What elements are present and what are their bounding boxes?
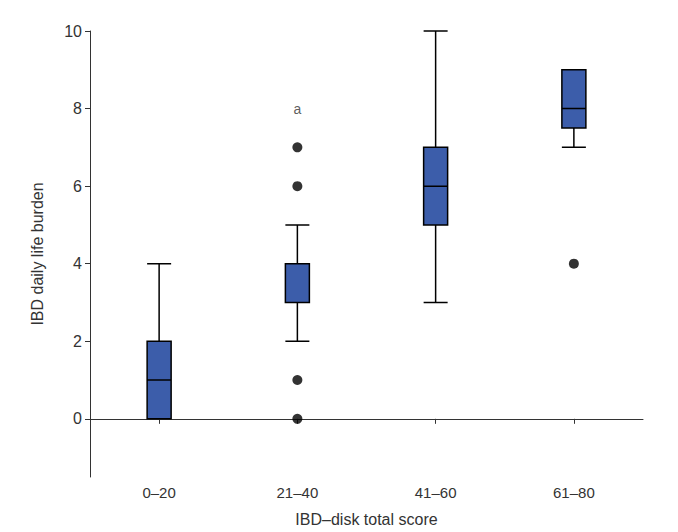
svg-text:21–40: 21–40 [277,484,319,501]
svg-text:10: 10 [64,23,82,40]
svg-text:61–80: 61–80 [553,484,595,501]
svg-text:IBD–disk total score: IBD–disk total score [295,511,437,528]
svg-text:a: a [293,101,301,117]
svg-text:0: 0 [73,410,82,427]
svg-text:6: 6 [73,178,82,195]
svg-text:IBD daily life burden: IBD daily life burden [29,182,46,325]
svg-text:41–60: 41–60 [415,484,457,501]
svg-text:4: 4 [73,255,82,272]
svg-text:0–20: 0–20 [142,484,175,501]
svg-text:8: 8 [73,100,82,117]
svg-text:2: 2 [73,333,82,350]
